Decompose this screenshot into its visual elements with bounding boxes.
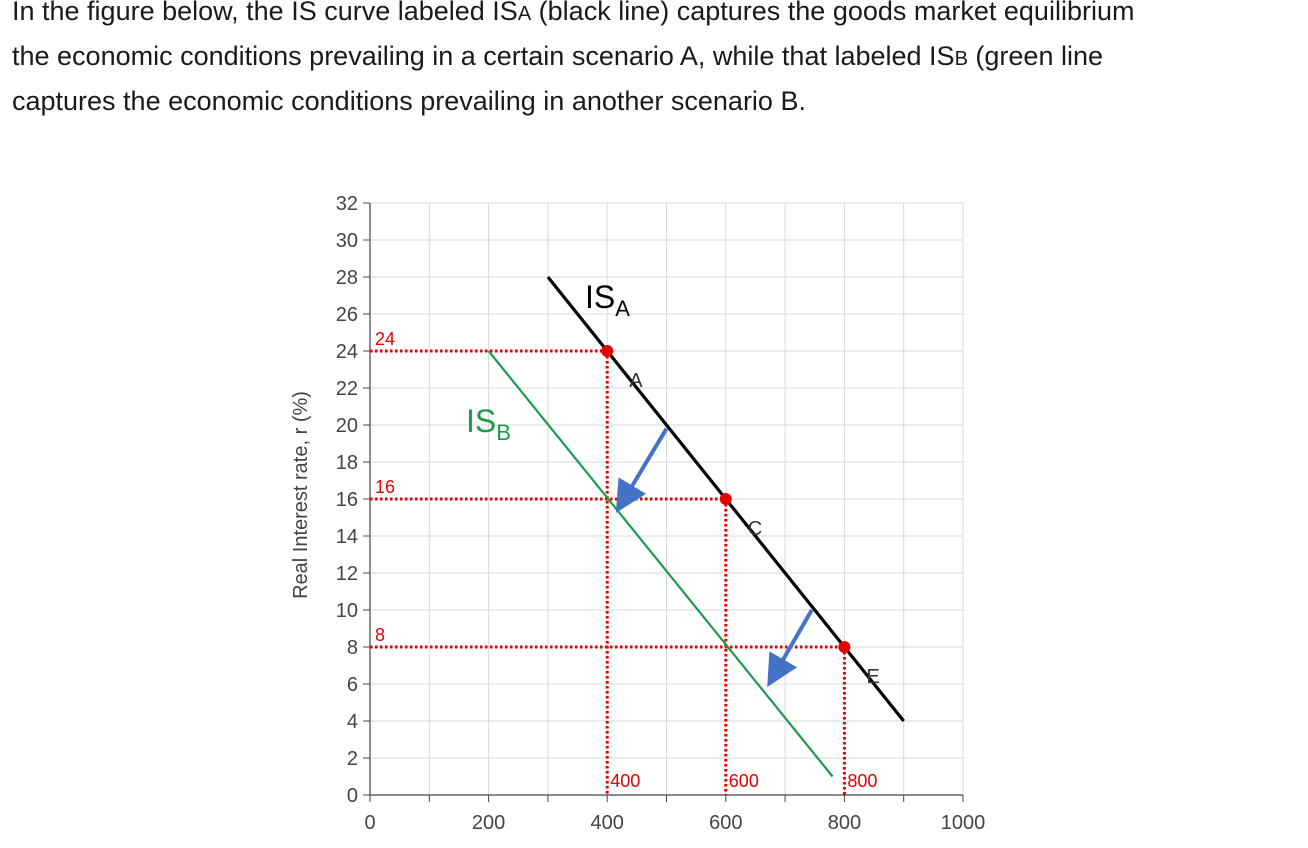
y-tick-label: 28 (336, 267, 358, 289)
x-tick-label: 400 (591, 812, 624, 834)
is-b-line (487, 350, 834, 778)
guide-x-label: 600 (729, 771, 759, 791)
question-line-1: In the figure below, the IS curve labele… (12, 0, 1135, 26)
point-label: C (748, 518, 762, 540)
guide-y-label: 8 (375, 625, 385, 645)
is-b-label: ISB (466, 403, 511, 445)
x-tick-label: 600 (709, 812, 742, 834)
shift-arrow (615, 427, 669, 513)
guide-y-label: 16 (375, 477, 395, 497)
y-tick-label: 12 (336, 563, 358, 585)
y-tick-label: 30 (336, 230, 358, 252)
y-tick-label: 0 (347, 785, 358, 807)
guide-x-label: 800 (847, 771, 877, 791)
y-tick-label: 4 (347, 711, 358, 733)
y-tick-label: 22 (336, 378, 358, 400)
guide-y-label: 24 (375, 329, 395, 349)
point-label: E (866, 666, 879, 688)
y-tick-label: 6 (347, 674, 358, 696)
annotations: ISA ISB A C E (466, 279, 880, 688)
y-tick-label: 32 (336, 193, 358, 215)
question-line-3: captures the economic conditions prevail… (12, 86, 806, 116)
y-tick-label: 26 (336, 304, 358, 326)
y-tick-label: 8 (347, 637, 358, 659)
x-tick-label: 1000 (941, 812, 986, 834)
y-axis-label: Real Interest rate, r (%) (290, 391, 312, 599)
dotted-guides: 24 400 16 600 8 800 (370, 329, 877, 795)
x-tick-label: 800 (828, 812, 861, 834)
y-tick-label: 24 (336, 341, 358, 363)
y-tick-label: 2 (347, 748, 358, 770)
x-tick-label: 200 (472, 812, 505, 834)
y-tick-label: 16 (336, 489, 358, 511)
point-a (601, 345, 614, 357)
point-e (838, 641, 851, 653)
point-label: A (629, 370, 643, 392)
y-tick-label: 20 (336, 415, 358, 437)
question-text: In the figure below, the IS curve labele… (12, 0, 1308, 122)
y-tick-label: 14 (336, 526, 358, 548)
is-a-label: ISA (585, 279, 630, 321)
x-tick-label: 0 (364, 812, 375, 834)
y-tick-label: 18 (336, 452, 358, 474)
point-c (719, 493, 732, 505)
y-tick-label: 10 (336, 600, 358, 622)
question-line-2: the economic conditions prevailing in a … (12, 41, 1103, 71)
guide-x-label: 400 (610, 771, 640, 791)
shift-arrow (767, 608, 814, 687)
